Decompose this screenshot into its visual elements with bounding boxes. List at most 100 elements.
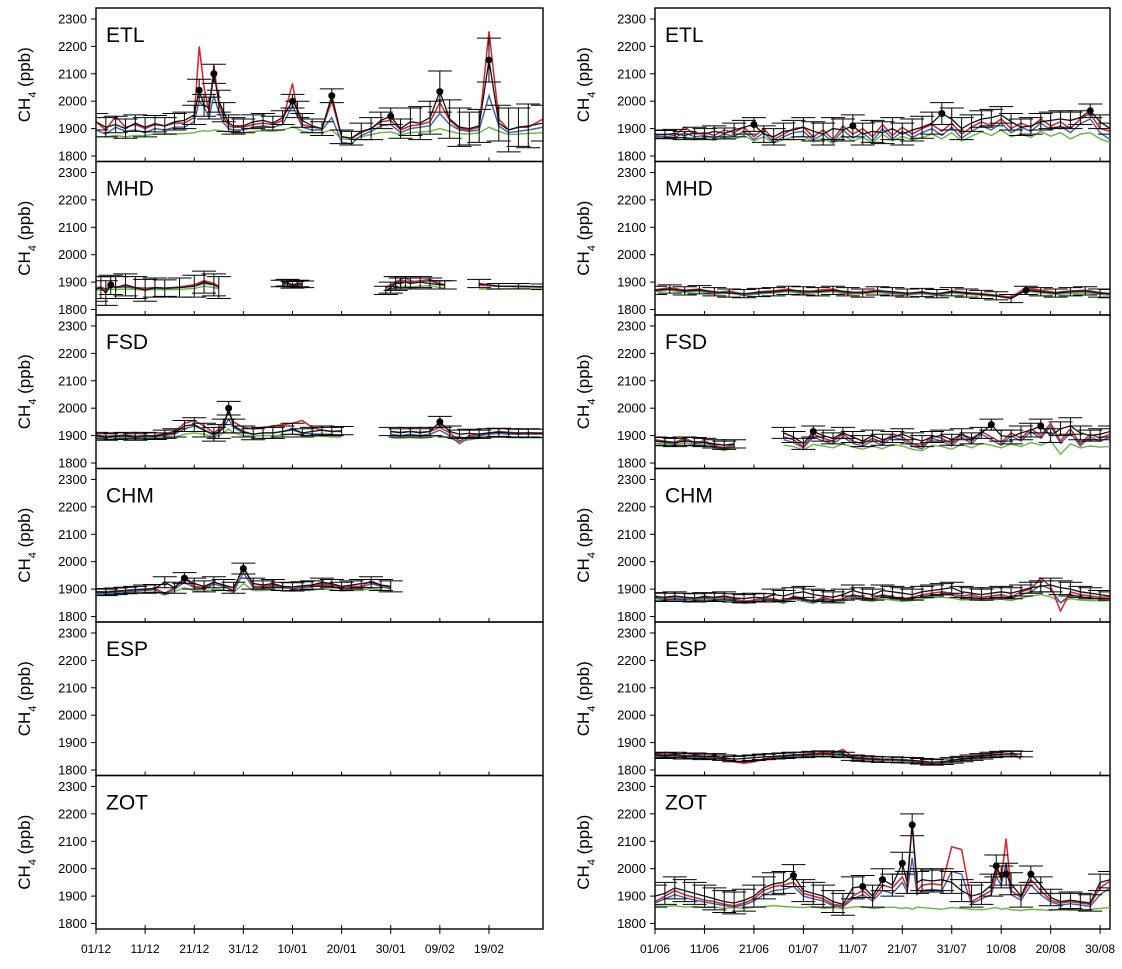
station-label: ETL	[665, 24, 704, 47]
y-axis-label: CH4 (ppb)	[574, 508, 598, 583]
series-line-blue	[655, 857, 1110, 908]
y-tick-label: 2300	[58, 779, 87, 794]
y-axis-label: CH4 (ppb)	[15, 354, 39, 429]
station-label: FSD	[665, 331, 707, 354]
y-tick-label: 2300	[617, 165, 646, 180]
x-tick-label: 09/02	[425, 942, 455, 956]
y-tick-label: 2000	[617, 94, 646, 109]
y-tick-label: 2100	[58, 680, 87, 695]
y-tick-label: 2300	[58, 318, 87, 333]
y-tick-label: 1900	[58, 582, 87, 597]
station-label: ZOT	[106, 792, 148, 815]
series-line-blue	[655, 584, 1110, 604]
y-axis-label: CH4 (ppb)	[15, 201, 39, 276]
x-tick-label: 30/08	[1085, 942, 1115, 956]
y-tick-label: 2100	[58, 527, 87, 542]
data-point	[436, 88, 444, 96]
y-tick-label: 2000	[617, 708, 646, 723]
y-tick-label: 2300	[58, 472, 87, 487]
series-line-red	[385, 278, 445, 289]
data-point	[750, 120, 758, 128]
panel-fsd: 1800 1900 2000 2100 2200 2300 CH4 (ppb) FSD	[574, 314, 1111, 471]
y-tick-label: 2000	[58, 554, 87, 569]
panel-frame	[95, 314, 544, 470]
y-tick-label: 1900	[617, 121, 646, 136]
panel-fsd: 1800 1900 2000 2100 2200 2300 CH4 (ppb) FSD	[15, 314, 544, 471]
y-tick-label: 2200	[58, 192, 87, 207]
y-tick-label: 2000	[617, 401, 646, 416]
station-label: CHM	[665, 485, 713, 508]
x-tick-label: 11/06	[690, 942, 719, 956]
panel-data	[655, 417, 1110, 456]
y-tick-label: 2300	[617, 11, 646, 26]
series-line-observed	[783, 423, 1110, 445]
y-tick-label: 2100	[617, 220, 646, 235]
data-point	[328, 92, 336, 100]
x-tick-label: 19/02	[474, 942, 504, 956]
y-tick-label: 1800	[617, 763, 646, 778]
data-point	[387, 112, 395, 120]
y-tick-label: 1900	[617, 889, 646, 904]
panel-data	[655, 813, 1110, 916]
y-tick-label: 2000	[58, 708, 87, 723]
y-tick-label: 2200	[58, 653, 87, 668]
y-tick-label: 1900	[617, 275, 646, 290]
y-tick-label: 2300	[617, 625, 646, 640]
station-label: ETL	[106, 24, 145, 47]
y-tick-label: 2200	[58, 806, 87, 821]
series-line-blue	[96, 92, 543, 145]
data-point	[195, 86, 203, 94]
station-label: MHD	[665, 178, 713, 201]
x-tick-label: 10/08	[986, 942, 1016, 956]
station-label: ESP	[106, 638, 148, 661]
panel-etl: 1800 1900 2000 2100 2200 2300 CH4 (ppb) ETL	[15, 7, 544, 164]
series-line-observed	[479, 282, 543, 288]
data-point	[1002, 870, 1010, 878]
y-tick-label: 2100	[617, 680, 646, 695]
y-tick-label: 2100	[58, 373, 87, 388]
y-tick-label: 1800	[58, 763, 87, 778]
panel-frame	[95, 467, 544, 623]
panel-mhd: 1800 1900 2000 2100 2200 2300 CH4 (ppb) MHD	[574, 160, 1111, 317]
panel-data	[96, 562, 403, 597]
x-tick-label: 01/07	[788, 942, 818, 956]
y-tick-label: 2000	[58, 401, 87, 416]
y-tick-label: 2300	[58, 11, 87, 26]
data-point	[898, 859, 906, 867]
y-tick-label: 1800	[617, 456, 646, 471]
y-tick-label: 1800	[617, 609, 646, 624]
x-tick-label: 21/06	[739, 942, 769, 956]
x-tick-label: 31/07	[937, 942, 967, 956]
data-point	[859, 883, 867, 891]
panel-data	[655, 102, 1110, 146]
y-tick-label: 2100	[617, 66, 646, 81]
data-point	[1086, 107, 1094, 115]
y-tick-label: 2200	[617, 653, 646, 668]
y-tick-label: 1800	[58, 149, 87, 164]
series-line-blue	[390, 429, 543, 445]
x-tick-label: 20/08	[1036, 942, 1066, 956]
station-label: FSD	[106, 331, 148, 354]
data-point	[1022, 286, 1030, 294]
y-tick-label: 1900	[617, 735, 646, 750]
y-tick-label: 2100	[617, 834, 646, 849]
series-line-observed	[96, 405, 342, 438]
series-line-green	[783, 440, 1110, 456]
data-point	[239, 565, 247, 573]
data-point	[1027, 870, 1035, 878]
x-tick-label: 11/12	[131, 942, 160, 956]
data-point	[210, 70, 218, 78]
y-axis-label: CH4 (ppb)	[574, 815, 598, 890]
panel-esp: 1800 1900 2000 2100 2200 2300 CH4 (ppb) ESP	[574, 621, 1111, 778]
y-tick-label: 1800	[58, 302, 87, 317]
data-point	[908, 821, 916, 829]
y-tick-label: 2100	[617, 527, 646, 542]
panel-data	[655, 577, 1110, 613]
x-tick-label: 01/06	[640, 942, 670, 956]
series-line-blue	[783, 424, 1110, 450]
y-tick-label: 2200	[617, 499, 646, 514]
series-line-green	[655, 904, 1110, 912]
panel-frame	[95, 621, 544, 777]
series-line-observed	[385, 281, 445, 291]
y-tick-label: 1900	[58, 889, 87, 904]
